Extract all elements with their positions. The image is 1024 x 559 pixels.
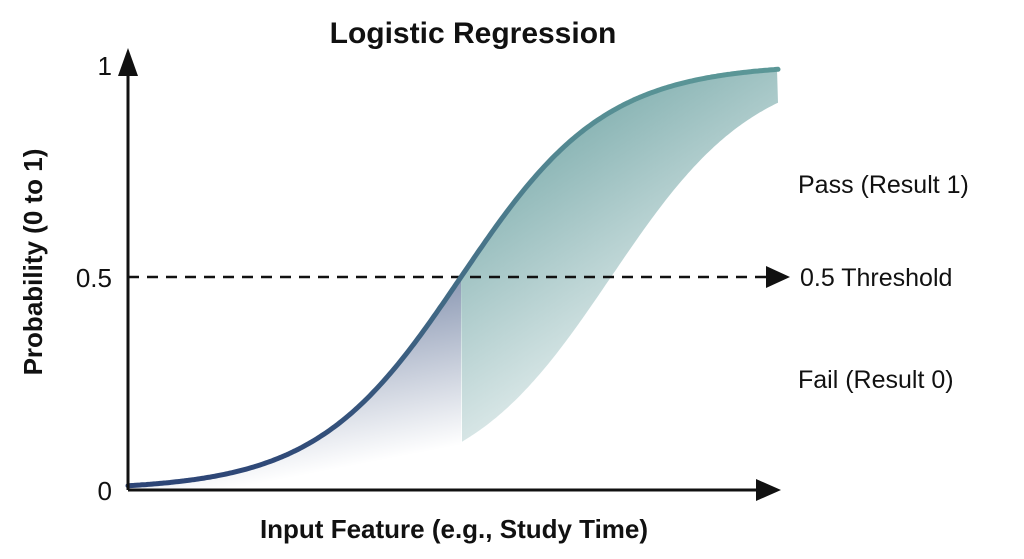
- chart-title: Logistic Regression: [330, 17, 617, 50]
- y-axis-label: Probability (0 to 1): [18, 149, 48, 376]
- pass-region-fill: [461, 69, 778, 442]
- x-axis-label: Input Feature (e.g., Study Time): [260, 514, 648, 544]
- fail-annotation: Fail (Result 0): [798, 366, 954, 394]
- y-tick-label: 0.5: [76, 263, 112, 293]
- threshold-label: 0.5 Threshold: [800, 264, 952, 292]
- y-tick-label: 1: [98, 51, 112, 81]
- y-tick-label: 0: [98, 476, 112, 506]
- threshold-arrow-icon: [766, 266, 790, 288]
- x-axis-arrow-icon: [756, 479, 781, 501]
- pass-annotation: Pass (Result 1): [798, 171, 969, 199]
- y-axis-arrow-icon: [118, 48, 138, 76]
- fail-region-fill: [128, 277, 461, 490]
- sigmoid-curve: [125, 66, 781, 489]
